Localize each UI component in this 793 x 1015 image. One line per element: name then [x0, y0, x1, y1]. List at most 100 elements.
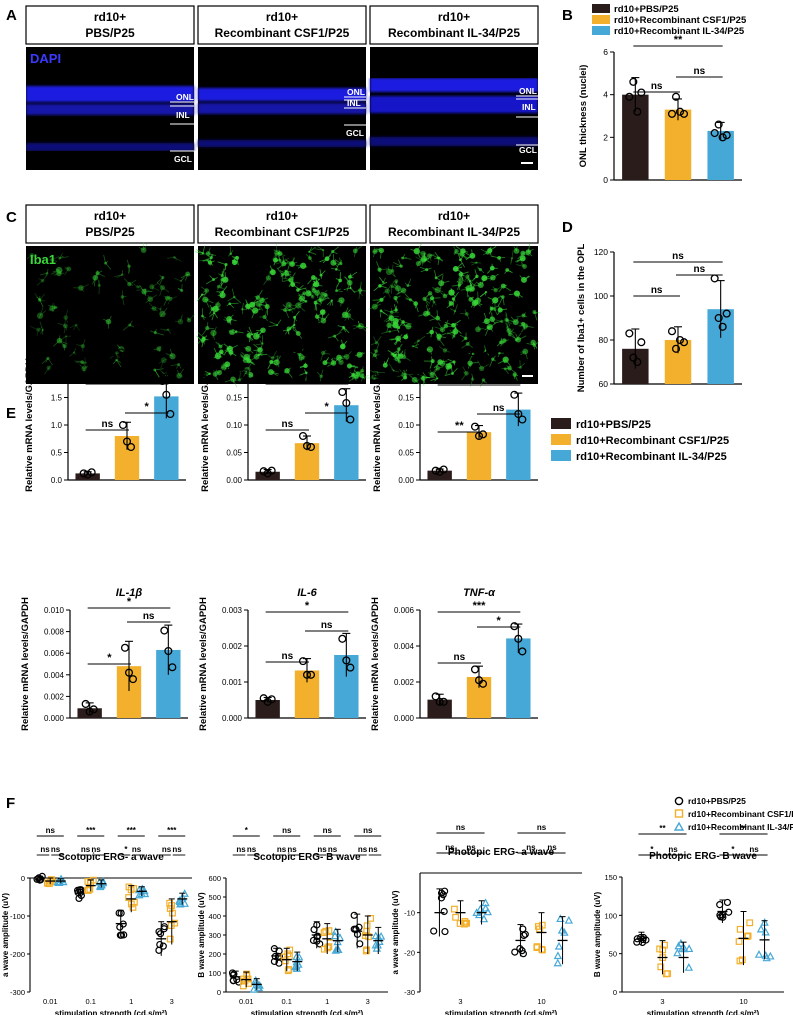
iba1-process-2-120-1 — [431, 297, 434, 302]
iba1-process-2-29-2 — [453, 319, 461, 326]
iba1-process-2-138-1 — [470, 261, 477, 264]
iba1-process-2-17-0 — [403, 349, 406, 357]
B-point-2-0 — [710, 129, 719, 138]
F3-y-tick-label-1: -20 — [404, 948, 415, 957]
iba1-cell-0-62 — [127, 281, 132, 287]
F3-sig-pair-label-l-0: ns — [445, 843, 455, 852]
iba1-process-2-64-1 — [520, 351, 526, 356]
iba1-process-2-17-2 — [403, 352, 406, 358]
iba1-cell-0-7 — [29, 253, 34, 258]
iba1-process-2-143-2 — [429, 254, 433, 257]
iba1-process-2-96-0 — [483, 312, 488, 322]
iba1-process-1-79-0 — [325, 294, 330, 300]
iba1-process-0-59-2 — [40, 329, 44, 335]
iba1-process-2-167-0 — [431, 356, 434, 362]
iba1-cell-0-60 — [36, 327, 41, 332]
F1-x-tick-label-3: 3 — [170, 997, 174, 1006]
iba1-process-1-57-1 — [204, 370, 210, 375]
iba1-process-1-65-1 — [251, 331, 260, 335]
D-point-2-2 — [718, 322, 727, 331]
E4-point-2-0 — [160, 626, 169, 635]
F4-point-0-2-6 — [680, 944, 689, 953]
iba1-process-1-149-0 — [319, 376, 322, 382]
header-a-1: rd10+ PBS/P25 — [25, 5, 195, 45]
iba1-process-1-104-2 — [239, 371, 241, 380]
iba1-process-0-2-1 — [48, 304, 56, 308]
iba1-process-2-95-0 — [403, 369, 406, 378]
iba1-cell-1-98 — [204, 288, 210, 293]
iba1-process-1-95-1 — [214, 369, 218, 375]
iba1-process-1-113-1 — [250, 374, 254, 377]
iba1-process-0-51-0 — [53, 273, 60, 276]
iba1-cell-1-122 — [246, 357, 250, 361]
iba1-process-2-151-0 — [437, 322, 443, 330]
F2-sig-pair-label-l-1: ns — [277, 845, 287, 854]
iba1-process-1-44-1 — [289, 307, 296, 311]
iba1-process-1-138-1 — [294, 310, 300, 318]
D-y-tick-label-0: 60 — [599, 379, 609, 389]
iba1-process-0-2-2 — [48, 307, 56, 311]
E5-point-0-1 — [263, 697, 272, 706]
E1-point-0-1 — [83, 470, 92, 479]
iba1-cell-0-49 — [120, 295, 125, 299]
iba1-process-0-19-0 — [59, 340, 68, 345]
iba1-process-2-94-2 — [386, 290, 391, 298]
legend-f-marker-csf1 — [674, 809, 684, 818]
iba1-process-1-40-2 — [346, 282, 351, 292]
F4-point-1-2-5 — [756, 924, 766, 933]
E6-point-1-0 — [470, 665, 480, 674]
E5-sig-label-1: ns — [321, 620, 333, 631]
E1-point-2-2 — [166, 409, 175, 419]
iba1-cell-1-83 — [320, 317, 327, 324]
iba1-process-2-76-1 — [444, 350, 451, 353]
E2-point-2-0 — [338, 387, 347, 397]
iba1-cell-1-69 — [283, 307, 288, 313]
iba1-process-2-156-2 — [464, 309, 468, 315]
F2-x-tick-label-1: 0.1 — [282, 997, 292, 1006]
E5-sig-label-0: ns — [281, 651, 293, 662]
iba1-process-1-29-2 — [267, 361, 272, 370]
E2-point-0-0 — [259, 467, 268, 476]
iba1-process-1-146-2 — [228, 318, 232, 322]
iba1-process-2-39-2 — [454, 304, 458, 312]
legend-b-swatch-il34 — [592, 26, 610, 35]
iba1-process-1-47-2 — [288, 304, 294, 313]
iba1-process-2-166-1 — [419, 266, 427, 271]
iba1-process-2-43-2 — [518, 335, 527, 341]
iba1-cell-2-78 — [422, 296, 427, 301]
iba1-process-1-135-2 — [258, 330, 264, 337]
iba1-process-2-144-2 — [532, 342, 538, 349]
F2-sig-pair-label-l-2: ns — [317, 845, 327, 854]
iba1-cell-2-151 — [439, 326, 446, 333]
F2-point-1-1-3 — [284, 967, 292, 975]
iba1-process-0-28-0 — [153, 348, 159, 351]
D-point-0-2 — [633, 357, 642, 367]
iba1-process-0-22-0 — [38, 315, 41, 319]
iba1-process-1-140-2 — [196, 294, 203, 302]
iba1-process-0-11-2 — [179, 315, 183, 322]
B-y-tick-label-0: 0 — [603, 175, 608, 185]
F4-point-0-2-5 — [676, 938, 686, 947]
iba1-process-2-128-1 — [405, 333, 408, 338]
iba1-process-1-104-0 — [239, 377, 243, 381]
iba1-process-0-56-2 — [112, 359, 117, 365]
iba1-process-2-47-2 — [374, 303, 381, 308]
iba1-process-2-103-1 — [500, 308, 508, 311]
iba1-process-1-74-1 — [213, 332, 215, 340]
iba1-process-2-170-0 — [506, 313, 508, 321]
E3-bar-1 — [466, 432, 492, 480]
iba1-process-1-156-0 — [232, 257, 238, 262]
iba1-process-2-10-0 — [427, 313, 436, 319]
iba1-process-2-122-1 — [374, 354, 378, 360]
iba1-process-0-31-1 — [187, 317, 190, 321]
iba1-process-1-28-0 — [360, 289, 366, 292]
iba1-process-1-166-1 — [218, 273, 223, 276]
iba1-process-1-93-2 — [196, 335, 203, 342]
iba1-process-0-21-1 — [79, 364, 85, 369]
iba1-process-1-19-1 — [197, 332, 204, 338]
iba1-process-2-127-0 — [483, 379, 488, 384]
F2-y-tick-label-4: 400 — [208, 912, 221, 921]
D-point-0-1 — [629, 353, 638, 362]
iba1-process-0-62-2 — [129, 283, 134, 286]
iba1-process-2-3-0 — [528, 251, 533, 257]
